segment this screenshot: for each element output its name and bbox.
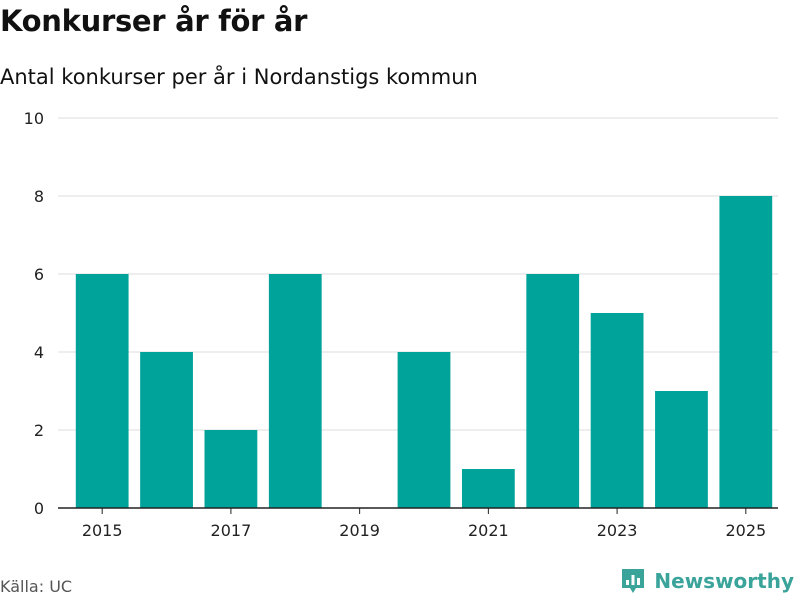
bar-2016 — [140, 352, 193, 508]
y-tick-label: 2 — [34, 421, 44, 440]
y-tick-label: 0 — [34, 499, 44, 518]
bar-2025 — [719, 196, 773, 508]
y-tick-label: 8 — [34, 187, 44, 206]
chart-title: Konkurser år för år — [0, 4, 308, 38]
x-tick-label: 2025 — [725, 521, 766, 540]
brand-logo: Newsworthy — [620, 567, 794, 595]
bar-2018 — [268, 274, 322, 508]
bars — [75, 196, 773, 508]
bar-2017 — [204, 430, 258, 508]
x-tick-label: 2019 — [339, 521, 380, 540]
chart-subtitle: Antal konkurser per år i Nordanstigs kom… — [0, 65, 478, 89]
bar-chart: 2015 2017 2019 2021 2023 2025 0 2 4 6 8 10 — [24, 109, 778, 540]
y-tick-label: 4 — [34, 343, 44, 362]
bar-2023 — [590, 313, 644, 508]
bar-2022 — [526, 274, 580, 508]
x-tick-label: 2015 — [82, 521, 123, 540]
newsworthy-logo-icon — [622, 569, 645, 593]
x-axis-ticks: 2015 2017 2019 2021 2023 2025 — [82, 508, 766, 540]
x-tick-label: 2021 — [468, 521, 509, 540]
bar-2024 — [655, 391, 708, 508]
y-tick-label: 6 — [34, 265, 44, 284]
x-tick-label: 2023 — [597, 521, 638, 540]
brand-name: Newsworthy — [654, 569, 794, 593]
y-tick-label: 10 — [24, 109, 44, 128]
x-tick-label: 2017 — [211, 521, 252, 540]
bar-2021 — [461, 469, 515, 508]
source-note: Källa: UC — [0, 577, 73, 596]
bar-2015 — [75, 274, 129, 508]
y-axis-ticks: 0 2 4 6 8 10 — [24, 109, 44, 518]
bar-2020 — [397, 352, 451, 508]
